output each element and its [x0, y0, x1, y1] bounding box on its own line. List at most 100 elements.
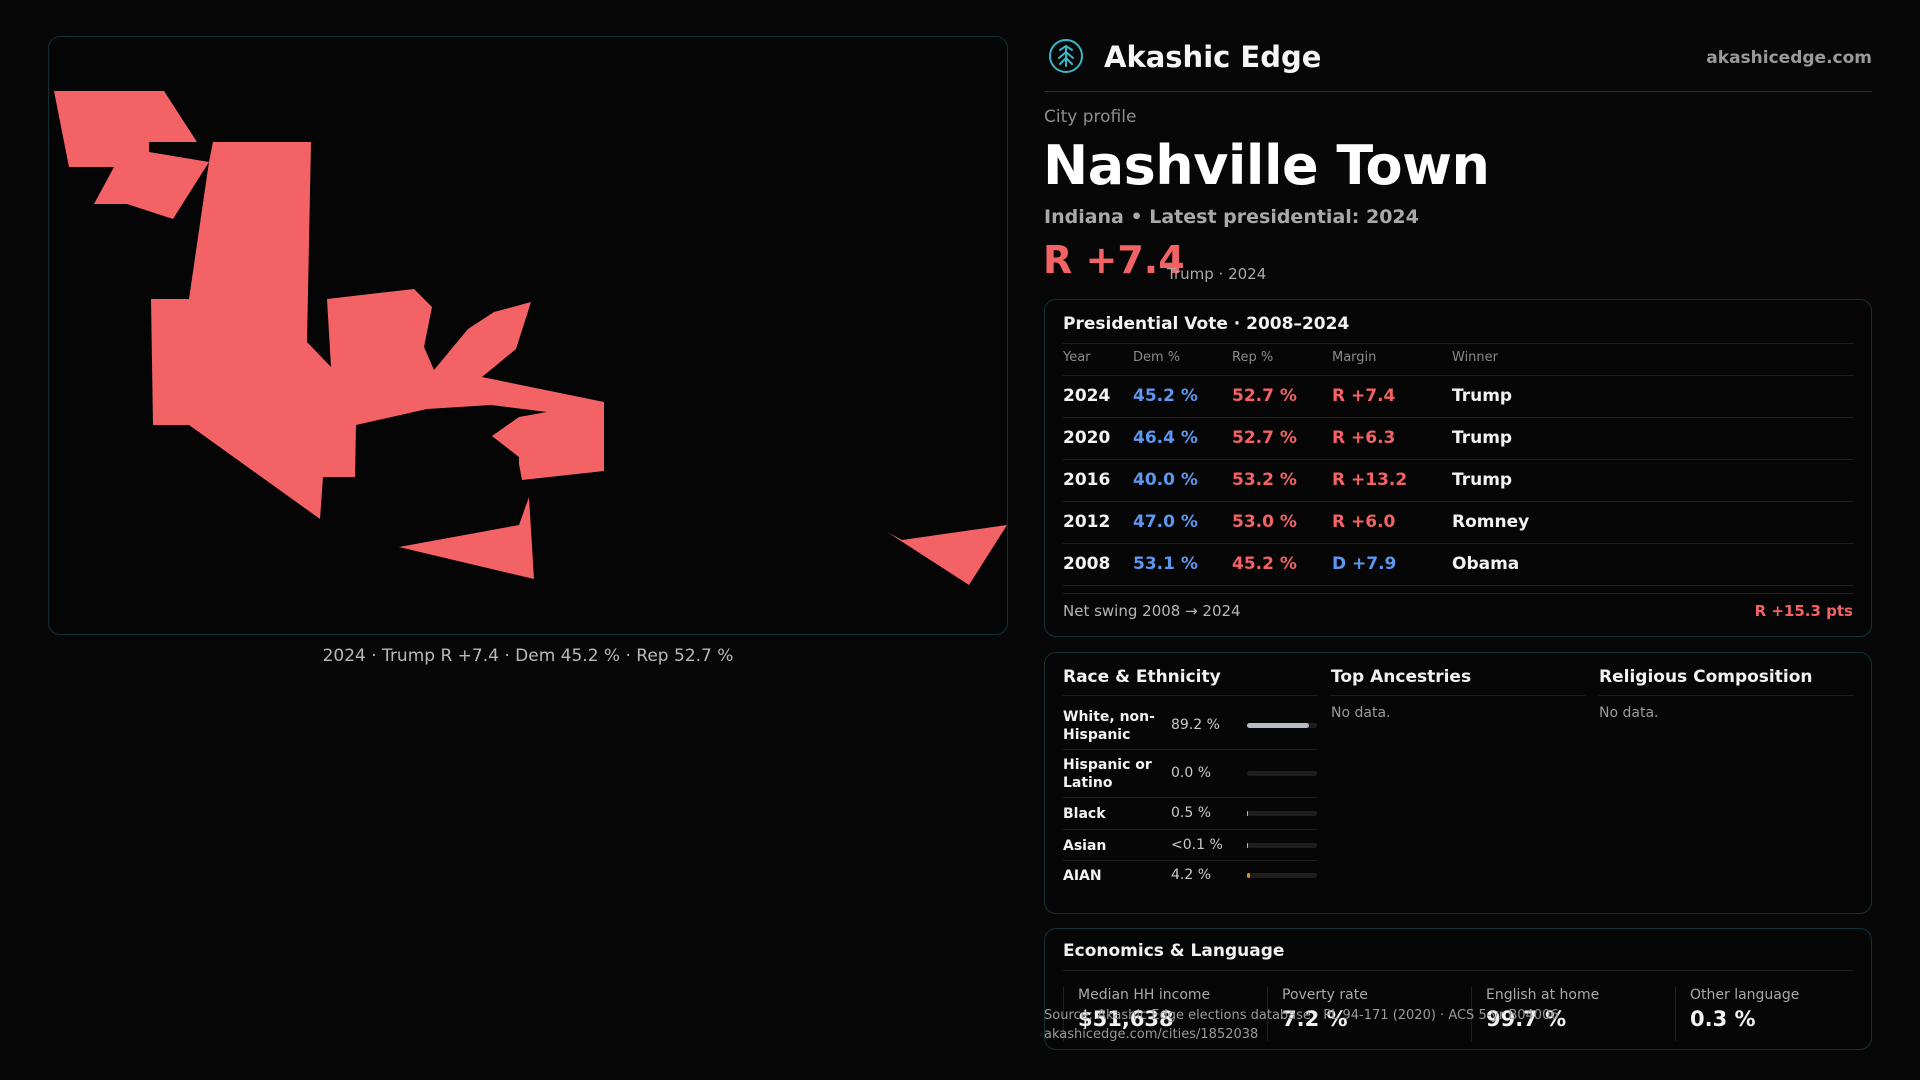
- row-year: 2012: [1063, 512, 1111, 532]
- latest-margin: R +7.4: [1043, 238, 1185, 282]
- list-item: Hispanic or Latino 0.0 %: [1063, 750, 1317, 798]
- stat-poverty-rate: Poverty rate 7.2 %: [1267, 987, 1463, 1041]
- page-title: Nashville Town: [1043, 134, 1490, 197]
- table-row: 2008 53.1 % 45.2 % D +7.9 Obama: [1063, 544, 1853, 586]
- header-rep: Rep %: [1232, 350, 1274, 365]
- ethnicity-label: AIAN: [1063, 868, 1102, 884]
- row-margin: R +13.2: [1332, 470, 1408, 490]
- map-shape-north: [54, 91, 209, 219]
- ethnicity-label: Black: [1063, 806, 1106, 822]
- header-dem: Dem %: [1133, 350, 1181, 365]
- row-winner: Trump: [1452, 428, 1513, 448]
- stat-english-at-home: English at home 99.7 %: [1471, 987, 1667, 1041]
- divider: [1063, 343, 1853, 344]
- tree-icon: [1049, 39, 1083, 73]
- stat-value: 7.2 %: [1282, 1007, 1348, 1031]
- header-winner: Winner: [1452, 350, 1499, 365]
- row-dem: 45.2 %: [1133, 386, 1198, 406]
- row-dem: 47.0 %: [1133, 512, 1198, 532]
- header-margin: Margin: [1332, 350, 1377, 365]
- religious-composition-title: Religious Composition: [1599, 667, 1853, 696]
- stat-label: English at home: [1486, 987, 1600, 1003]
- latest-margin-note: Trump · 2024: [1167, 265, 1267, 283]
- row-rep: 45.2 %: [1232, 554, 1297, 574]
- stat-value: $51,638: [1078, 1007, 1174, 1031]
- header-year: Year: [1063, 350, 1091, 365]
- row-margin: R +7.4: [1332, 386, 1396, 406]
- ethnicity-bar-fill: [1247, 873, 1250, 878]
- ethnicity-bar: [1247, 873, 1317, 878]
- map-caption: 2024 · Trump R +7.4 · Dem 45.2 % · Rep 5…: [322, 646, 734, 666]
- ethnicity-value: 4.2 %: [1171, 867, 1212, 883]
- ethnicity-value: 0.0 %: [1171, 765, 1212, 781]
- row-dem: 53.1 %: [1133, 554, 1198, 574]
- religious-composition-empty: No data.: [1599, 705, 1659, 721]
- divider: [1063, 593, 1853, 594]
- ethnicity-value: <0.1 %: [1171, 837, 1223, 853]
- page-kicker: City profile: [1044, 107, 1137, 127]
- religious-composition-section: Religious Composition No data.: [1599, 667, 1853, 721]
- economics-card: Economics & Language Median HH income $5…: [1044, 928, 1872, 1050]
- top-ancestries-empty: No data.: [1331, 705, 1391, 721]
- row-winner: Obama: [1452, 554, 1520, 574]
- town-boundary-shapes: [54, 91, 1007, 585]
- ethnicity-bar: [1247, 771, 1317, 776]
- list-item: Black 0.5 %: [1063, 798, 1317, 830]
- stat-value: 99.7 %: [1486, 1007, 1567, 1031]
- row-winner: Trump: [1452, 470, 1513, 490]
- source-footnote: Source: Akashic Edge elections database …: [1044, 1006, 1559, 1044]
- list-item: Asian <0.1 %: [1063, 830, 1317, 861]
- row-dem: 46.4 %: [1133, 428, 1198, 448]
- row-dem: 40.0 %: [1133, 470, 1198, 490]
- top-ancestries-title: Top Ancestries: [1331, 667, 1585, 696]
- net-swing-value: R +15.3 pts: [1754, 602, 1853, 620]
- row-margin: D +7.9: [1332, 554, 1397, 574]
- ethnicity-bar: [1247, 843, 1317, 848]
- row-year: 2020: [1063, 428, 1111, 448]
- stat-label: Poverty rate: [1282, 987, 1368, 1003]
- row-margin: R +6.0: [1332, 512, 1396, 532]
- ethnicity-bar: [1247, 723, 1317, 728]
- demographics-card: Race & Ethnicity White, non-Hispanic 89.…: [1044, 652, 1872, 914]
- row-rep: 52.7 %: [1232, 428, 1297, 448]
- map-canvas: [54, 91, 1007, 585]
- row-year: 2008: [1063, 554, 1111, 574]
- ethnicity-bar: [1247, 811, 1317, 816]
- divider: [1063, 970, 1853, 971]
- top-ancestries-section: Top Ancestries No data.: [1331, 667, 1585, 721]
- row-rep: 53.2 %: [1232, 470, 1297, 490]
- economics-title: Economics & Language: [1063, 941, 1285, 961]
- presidential-vote-title: Presidential Vote · 2008–2024: [1063, 314, 1350, 334]
- stat-other-language: Other language 0.3 %: [1675, 987, 1871, 1041]
- ethnicity-bar-fill: [1247, 811, 1249, 816]
- row-rep: 52.7 %: [1232, 386, 1297, 406]
- stat-value: 0.3 %: [1690, 1007, 1756, 1031]
- source-link[interactable]: akashicedge.com/cities/1852038: [1044, 1027, 1259, 1042]
- brand-url[interactable]: akashicedge.com: [1706, 48, 1872, 68]
- row-margin: R +6.3: [1332, 428, 1396, 448]
- ethnicity-bar-fill: [1247, 843, 1249, 848]
- ethnicity-label: Asian: [1063, 838, 1107, 854]
- page-subtitle: Indiana • Latest presidential: 2024: [1044, 206, 1419, 228]
- table-row: 2016 40.0 % 53.2 % R +13.2 Trump: [1063, 460, 1853, 502]
- table-row: 2020 46.4 % 52.7 % R +6.3 Trump: [1063, 418, 1853, 460]
- precinct-map[interactable]: [48, 36, 1008, 635]
- row-year: 2024: [1063, 386, 1111, 406]
- ethnicity-label: White, non-Hispanic: [1063, 709, 1155, 743]
- divider: [1063, 375, 1853, 376]
- brand-header: Akashic Edge akashicedge.com: [1044, 36, 1872, 92]
- row-year: 2016: [1063, 470, 1111, 490]
- map-shape-main: [151, 142, 604, 519]
- list-item: AIAN 4.2 %: [1063, 861, 1317, 891]
- ethnicity-bar-fill: [1247, 723, 1310, 728]
- row-winner: Romney: [1452, 512, 1530, 532]
- presidential-vote-card: Presidential Vote · 2008–2024 Year Dem %…: [1044, 299, 1872, 637]
- ethnicity-value: 0.5 %: [1171, 805, 1212, 821]
- stat-median-income: Median HH income $51,638: [1063, 987, 1259, 1041]
- brand-name: Akashic Edge: [1104, 40, 1322, 74]
- row-winner: Trump: [1452, 386, 1513, 406]
- net-swing-label: Net swing 2008 → 2024: [1063, 602, 1241, 620]
- map-shape-south: [399, 497, 534, 579]
- stat-label: Other language: [1690, 987, 1800, 1003]
- row-rep: 53.0 %: [1232, 512, 1297, 532]
